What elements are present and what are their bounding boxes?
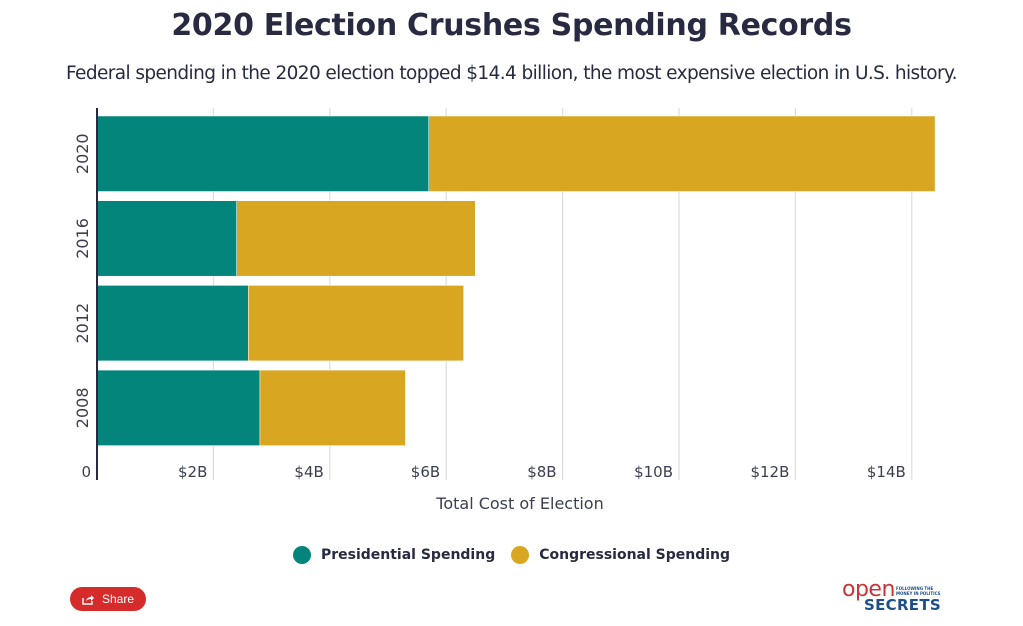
opensecrets-logo[interactable]: open FOLLOWING THE MONEY IN POLITICS SEC… [842,577,942,617]
category-labels: 2020 2016 2012 2008 [73,133,92,428]
legend-item-congressional[interactable]: Congressional Spending [511,546,730,564]
bar-chart: 0 $2B $4B $6B $8B $10B $12B $14B 20202016201220… [73,108,936,513]
legend-dot-presidential [292,546,311,564]
bar-congressional-2020[interactable] [428,115,936,192]
bar-congressional-2012[interactable] [248,285,464,362]
legend-item-presidential[interactable]: Presidential Spending [292,546,496,564]
logo-tagline-line: MONEY IN POLITICS [896,591,941,596]
share-label: Share [101,592,135,606]
x-tick-label: $4B [294,463,323,481]
legend-label: Presidential Spending [320,547,496,563]
bar-presidential-2016[interactable] [96,200,237,277]
x-tick-label: $6B [411,463,440,481]
x-tick-label: $14B [867,463,906,481]
y-category-label: 2020 [73,133,92,174]
y-category-label: 2016 [73,218,92,259]
legend-dot-congressional [511,546,530,564]
legend: Presidential Spending Congressional Spen… [0,546,1023,564]
bar-congressional-2008[interactable] [259,369,406,446]
bar-presidential-2008[interactable] [96,369,261,446]
share-icon [82,594,94,605]
x-tick-label: $8B [527,463,556,481]
bar-presidential-2012[interactable] [96,285,249,362]
bars [96,115,936,446]
x-tick-label: 0 [81,463,91,481]
chart-title: 2020 Election Crushes Spending Records [171,8,852,43]
x-tick-labels: 0 $2B $4B $6B $8B $10B $12B $14B [81,463,905,481]
logo-tagline-line: FOLLOWING THE [896,586,934,591]
legend-label: Congressional Spending [539,547,731,563]
x-tick-label: $12B [750,463,789,481]
logo-secrets-text: SECRETS [864,596,941,614]
share-button[interactable]: Share [70,587,146,611]
y-category-label: 2012 [73,303,92,344]
chart-subtitle: Federal spending in the 2020 election to… [66,63,958,84]
x-axis-title: Total Cost of Election [435,494,603,513]
bar-presidential-2020[interactable] [96,115,429,192]
x-tick-label: $10B [634,463,673,481]
y-category-label: 2008 [73,387,92,428]
x-tick-label: $2B [178,463,207,481]
logo-tagline: FOLLOWING THE MONEY IN POLITICS [896,586,941,596]
bar-congressional-2016[interactable] [236,200,476,277]
logo-open-text: open [842,577,895,602]
